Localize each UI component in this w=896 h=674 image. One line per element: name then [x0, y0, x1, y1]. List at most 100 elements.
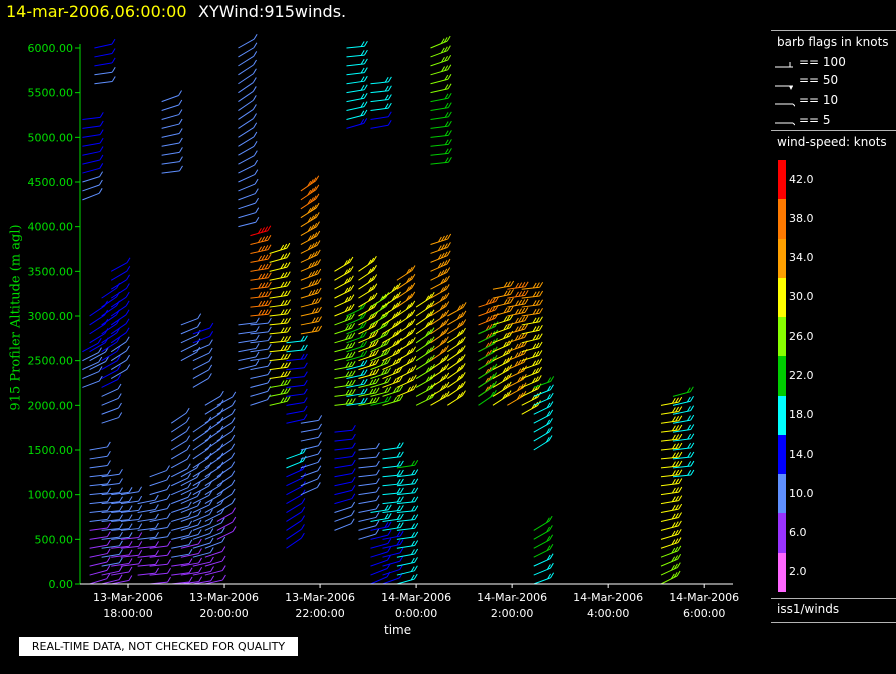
wind-barb	[89, 483, 108, 487]
wind-barb-flag	[126, 265, 131, 272]
wind-barb-flag	[360, 102, 365, 108]
wind-barb-flag	[447, 64, 452, 71]
wind-barb-flag	[280, 300, 285, 306]
wind-barb-flag	[253, 33, 258, 40]
wind-barb-flag	[344, 297, 349, 303]
wind-barb-flag	[317, 473, 322, 480]
wind-barb-flag	[546, 419, 551, 426]
wind-barb-flag	[318, 432, 322, 438]
colorbar-title: wind-speed: knots	[777, 135, 887, 149]
wind-barb-flag	[387, 396, 392, 402]
wind-barb-flag	[387, 76, 392, 83]
wind-barb-flag	[283, 290, 288, 297]
wind-barb-flag	[521, 299, 526, 305]
wind-barb-flag	[426, 395, 430, 401]
wind-barb-flag	[393, 387, 397, 394]
wind-barb-flag	[138, 549, 143, 556]
wind-barb-flag	[687, 443, 692, 449]
wind-barb-flag	[186, 463, 191, 470]
wind-barb-flag	[550, 384, 554, 390]
wind-barb	[149, 572, 168, 576]
wind-barb-flag	[311, 308, 316, 314]
colorbar-label: 38.0	[789, 211, 814, 225]
wind-barb-flag	[363, 101, 368, 107]
wind-barb-flag	[539, 282, 544, 288]
wind-barb-flag	[387, 546, 392, 553]
wind-barb-flag	[267, 335, 272, 341]
wind-barb-flag	[406, 313, 410, 319]
wind-barb-flag	[363, 40, 368, 47]
wind-barb-flag	[678, 495, 683, 501]
wind-barb-flag	[535, 334, 540, 340]
wind-barb-flag	[686, 387, 691, 393]
wind-barb-flag	[439, 348, 444, 355]
y-tick-label: 3000.00	[28, 310, 74, 323]
wind-barb-flag	[408, 311, 413, 317]
wind-barb	[120, 500, 139, 505]
wind-barb	[137, 545, 156, 549]
wind-barb-flag	[307, 208, 312, 214]
wind-barb-flag	[303, 405, 308, 412]
wind-barb-flag	[546, 428, 550, 434]
wind-barb-flag	[360, 341, 364, 348]
wind-barb-flag	[167, 549, 171, 556]
wind-barb	[149, 563, 168, 567]
wind-barb-flag	[308, 262, 312, 269]
wind-barb-flag	[547, 377, 552, 383]
wind-barb-flag	[348, 398, 353, 404]
wind-barb	[149, 554, 168, 558]
wind-barb-flag	[375, 378, 380, 384]
wind-barb-flag	[373, 274, 378, 280]
wind-barb-flag	[375, 495, 380, 501]
wind-barb-flag	[503, 324, 508, 331]
x-tick-label-date: 13-Mar-2006	[93, 591, 163, 604]
wind-barb-flag	[317, 465, 322, 472]
barb-legend-50: == 50	[799, 73, 839, 87]
wind-barb	[286, 477, 303, 487]
wind-barb-flag	[267, 360, 272, 367]
wind-barb	[171, 563, 190, 567]
wind-barb-flag	[128, 532, 133, 538]
wind-barb-flag	[280, 336, 285, 342]
wind-barb-flag	[370, 294, 375, 300]
wind-barb-flag	[310, 215, 315, 221]
wind-barb-flag	[178, 147, 183, 153]
wind-barb	[192, 327, 211, 335]
wind-barb-flag	[675, 461, 680, 467]
y-tick-label: 5500.00	[28, 87, 74, 100]
wind-barb	[192, 504, 210, 513]
x-tick-label-time: 18:00:00	[103, 607, 152, 620]
wind-barb-flag	[437, 271, 442, 277]
wind-barb-flag	[671, 539, 676, 545]
wind-barb-flag	[676, 562, 681, 568]
wind-barb	[111, 510, 130, 514]
wind-barb-flag	[392, 359, 397, 366]
wind-barb-flag	[264, 300, 269, 306]
wind-barb	[101, 407, 119, 415]
wind-barb-flag	[521, 281, 526, 288]
wind-barb-flag	[411, 505, 416, 512]
colorbar-label: 18.0	[789, 408, 814, 422]
wind-barb-flag	[98, 188, 103, 194]
wind-barb	[101, 501, 120, 505]
wind-barb-flag	[548, 515, 553, 522]
wind-barb-flag	[303, 397, 308, 403]
wind-barb-flag	[198, 576, 203, 582]
wind-barb-flag	[375, 486, 380, 493]
wind-barb-flag	[209, 518, 214, 525]
wind-barb-flag	[425, 385, 430, 392]
wind-barb-flag	[261, 255, 266, 261]
wind-barb-flag	[362, 302, 367, 309]
wind-barb-flag	[485, 316, 490, 323]
wind-barb-flag	[255, 360, 260, 366]
wind-barb-flag	[406, 331, 411, 337]
wind-barb-flag	[375, 478, 380, 484]
wind-barb-flag	[255, 207, 260, 213]
wind-barb	[370, 559, 388, 567]
wind-barb-flag	[360, 67, 365, 74]
wind-barb-flag	[253, 113, 257, 119]
wind-barb-flag	[462, 319, 467, 325]
wind-barb-flag	[283, 396, 288, 403]
wind-barb-flag	[503, 299, 508, 305]
wind-barb-flag	[394, 330, 399, 336]
